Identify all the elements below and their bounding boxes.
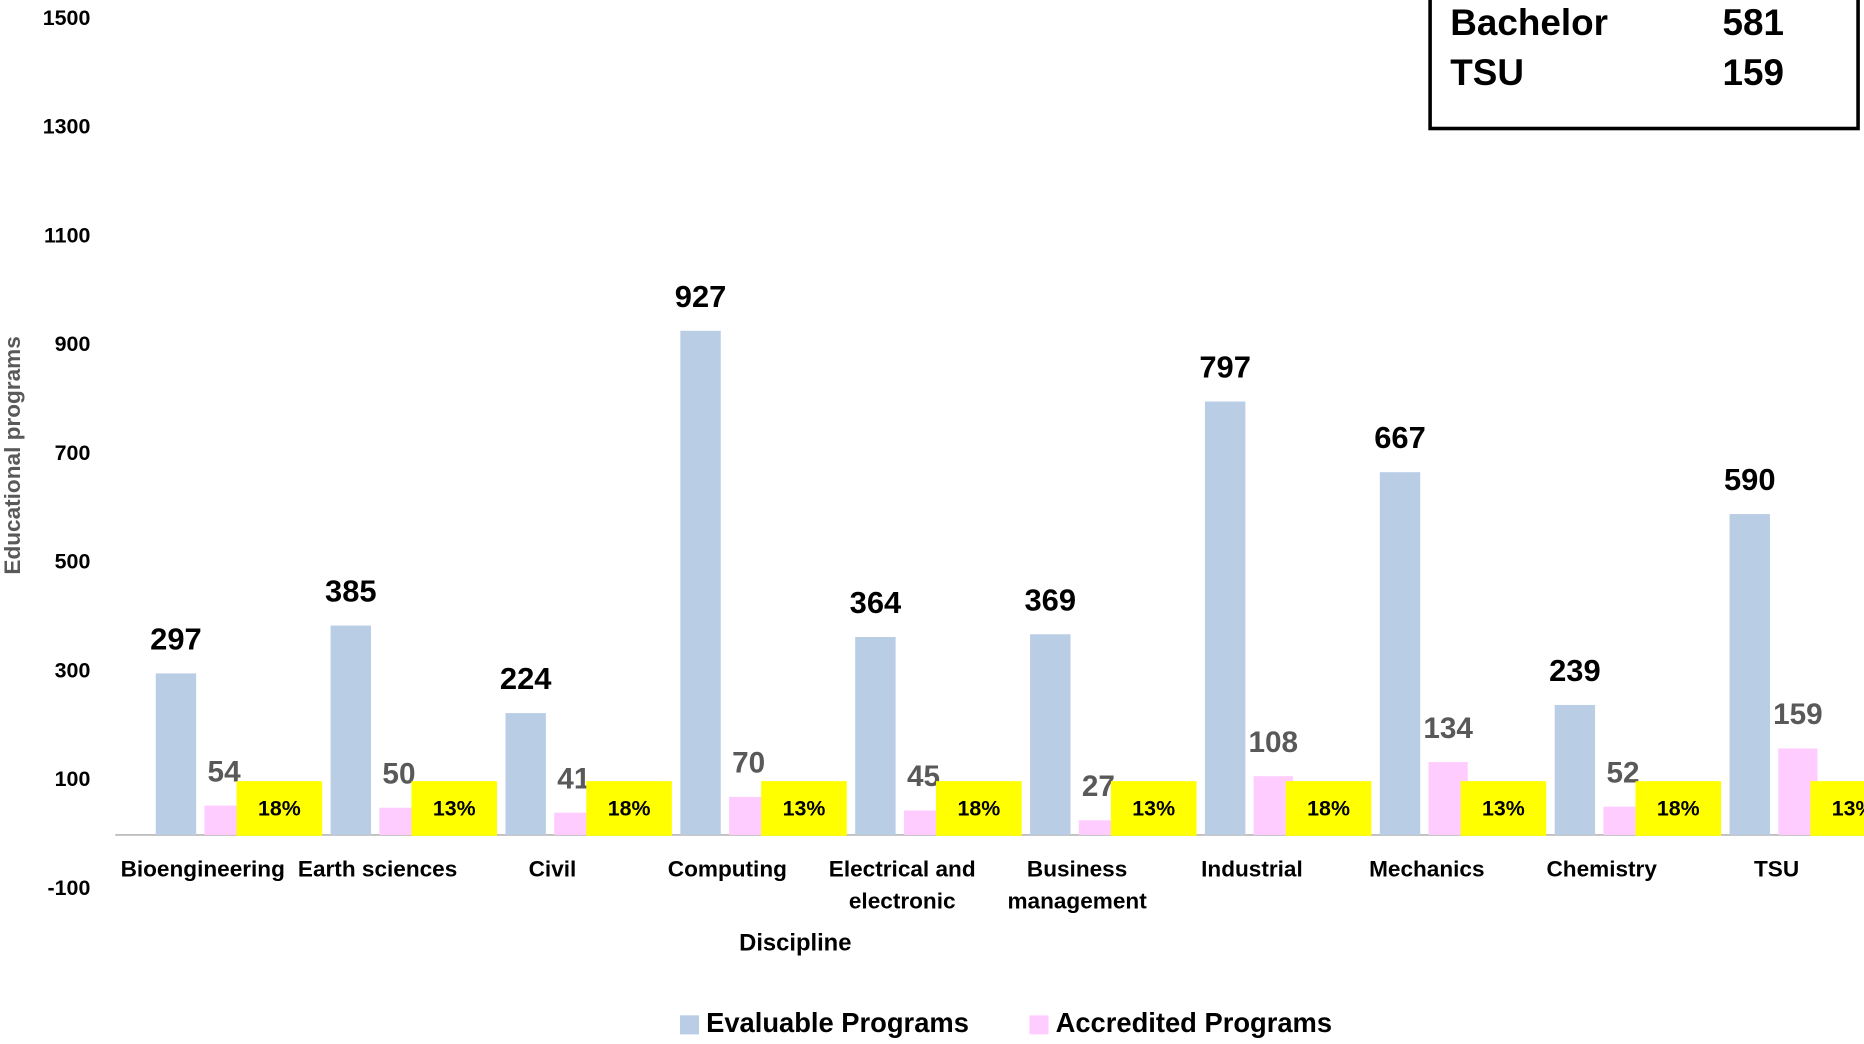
percent-label: 18% [608,796,651,820]
percent-box [761,781,847,836]
x-tick-label: Electrical and electronic [829,856,976,913]
data-label: 108 [1249,726,1299,759]
data-label: 54 [208,755,242,788]
y-tick-label: 1100 [44,223,90,247]
bar [554,812,594,835]
data-label: 797 [1199,350,1251,385]
data-label: 41 [557,762,590,795]
x-tick-label: Computing [668,856,787,881]
data-label: 27 [1082,770,1115,803]
x-tick-label: Earth sciences [298,856,457,881]
percent-box [586,781,672,836]
percent-label: 18% [957,796,1000,820]
bar [680,330,721,835]
data-label: 590 [1724,462,1776,497]
data-label: 239 [1549,653,1601,688]
percent-label: 13% [433,796,476,820]
y-tick-label: 700 [55,441,91,465]
percent-box [1460,781,1547,836]
percent-box [1285,781,1372,836]
legend-label: Accredited Programs [1056,1007,1332,1038]
percent-box [411,781,498,836]
legend-swatch [1029,1015,1049,1035]
y-tick-label: 1300 [43,115,91,139]
legend-label: Evaluable Programs [706,1007,969,1038]
percent-label: 13% [1832,796,1864,820]
inset-value: 159 [1723,52,1784,93]
percent-label: 13% [783,796,826,820]
percent-box [236,781,323,836]
data-label: 667 [1374,420,1426,455]
x-tick-label: Industrial [1201,856,1303,881]
x-tick-label: Civil [529,856,577,881]
y-tick-label: 500 [55,550,91,574]
percent-label: 13% [1482,796,1525,820]
bar [1379,472,1421,835]
bar [1078,820,1119,835]
bar [1204,401,1246,835]
y-tick-label: 100 [55,767,91,791]
data-label: 50 [382,757,415,790]
data-label: 927 [675,279,727,314]
bar [1554,704,1596,835]
y-tick-label: 300 [55,658,91,682]
data-label: 297 [150,621,202,656]
data-label: 70 [732,747,765,780]
y-tick-label: 1500 [43,6,91,30]
percent-box [1810,781,1864,836]
data-label: 385 [325,574,377,609]
data-label: 224 [500,661,552,696]
y-tick-label: -100 [48,876,91,900]
x-tick-label: TSU [1754,856,1799,881]
x-tick-label: Bioengineering [121,856,285,881]
x-axis-label: Discipline [739,929,851,956]
bar [505,713,546,835]
x-tick-label: Chemistry [1546,856,1657,881]
x-tick-label: Mechanics [1369,856,1484,881]
inset-box [1428,0,1860,131]
inset-label: TSU [1450,52,1524,93]
percent-label: 13% [1132,796,1175,820]
data-label: 52 [1607,756,1640,789]
inset-label: Bachelor [1450,2,1608,43]
percent-label: 18% [1307,796,1350,820]
bar [155,673,197,835]
percent-box [1635,781,1722,836]
data-label: 45 [907,760,940,793]
legend-swatch [679,1015,699,1035]
bar [855,636,896,835]
y-axis-label: Educational programs [0,336,25,574]
y-tick-label: 900 [55,332,91,356]
bar [1030,634,1071,835]
percent-box [1110,781,1197,836]
percent-box [936,781,1022,836]
x-tick-label: Business management [1007,856,1147,913]
data-label: 369 [1025,582,1077,617]
data-label: 134 [1423,712,1473,745]
data-label: 159 [1773,698,1823,731]
percent-label: 18% [1657,796,1700,820]
inset-value: 581 [1723,2,1784,43]
bar [330,625,372,835]
data-label: 364 [850,585,902,620]
bar [1729,514,1770,835]
percent-label: 18% [258,796,301,820]
